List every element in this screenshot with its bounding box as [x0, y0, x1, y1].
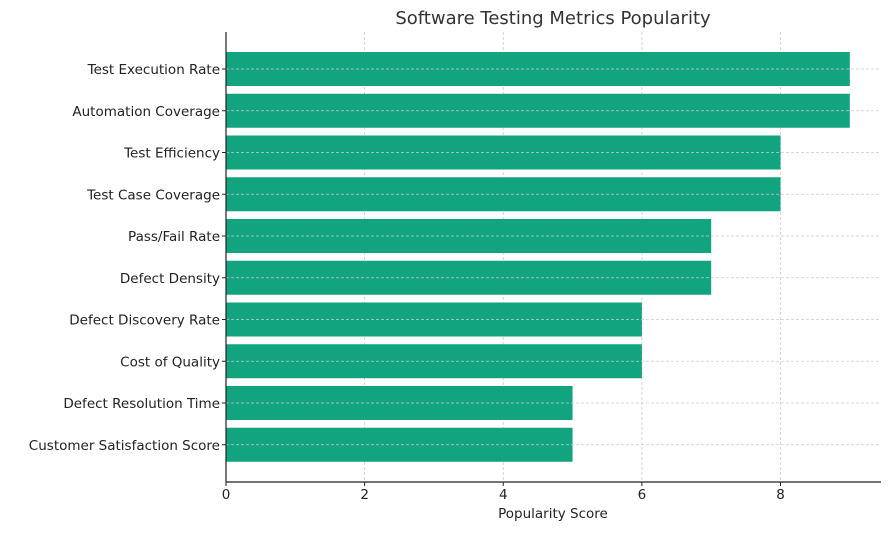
x-tick-label: 6: [638, 487, 647, 503]
bars: [226, 52, 881, 462]
y-tick-label: Cost of Quality: [120, 354, 220, 370]
x-tick-label: 0: [222, 487, 231, 503]
y-tick-label: Test Execution Rate: [87, 62, 220, 78]
x-ticks: 0 2 4 6 8: [222, 482, 785, 503]
x-tick-label: 8: [776, 487, 785, 503]
y-ticks: Test Execution Rate Automation Coverage Te…: [29, 62, 226, 454]
y-tick-label: Test Efficiency: [123, 146, 220, 162]
y-tick-label: Customer Satisfaction Score: [29, 438, 220, 454]
chart-title: Software Testing Metrics Popularity: [395, 8, 711, 29]
x-axis-label: Popularity Score: [498, 506, 608, 522]
axes: [225, 32, 881, 483]
y-tick-label: Test Case Coverage: [86, 187, 220, 203]
y-tick-label: Defect Density: [120, 271, 220, 287]
y-tick-label: Defect Resolution Time: [63, 396, 220, 412]
y-tick-label: Defect Discovery Rate: [69, 313, 220, 329]
x-tick-label: 4: [499, 487, 508, 503]
y-tick-label: Pass/Fail Rate: [128, 229, 220, 245]
y-tick-label: Automation Coverage: [72, 104, 220, 120]
x-tick-label: 2: [360, 487, 369, 503]
